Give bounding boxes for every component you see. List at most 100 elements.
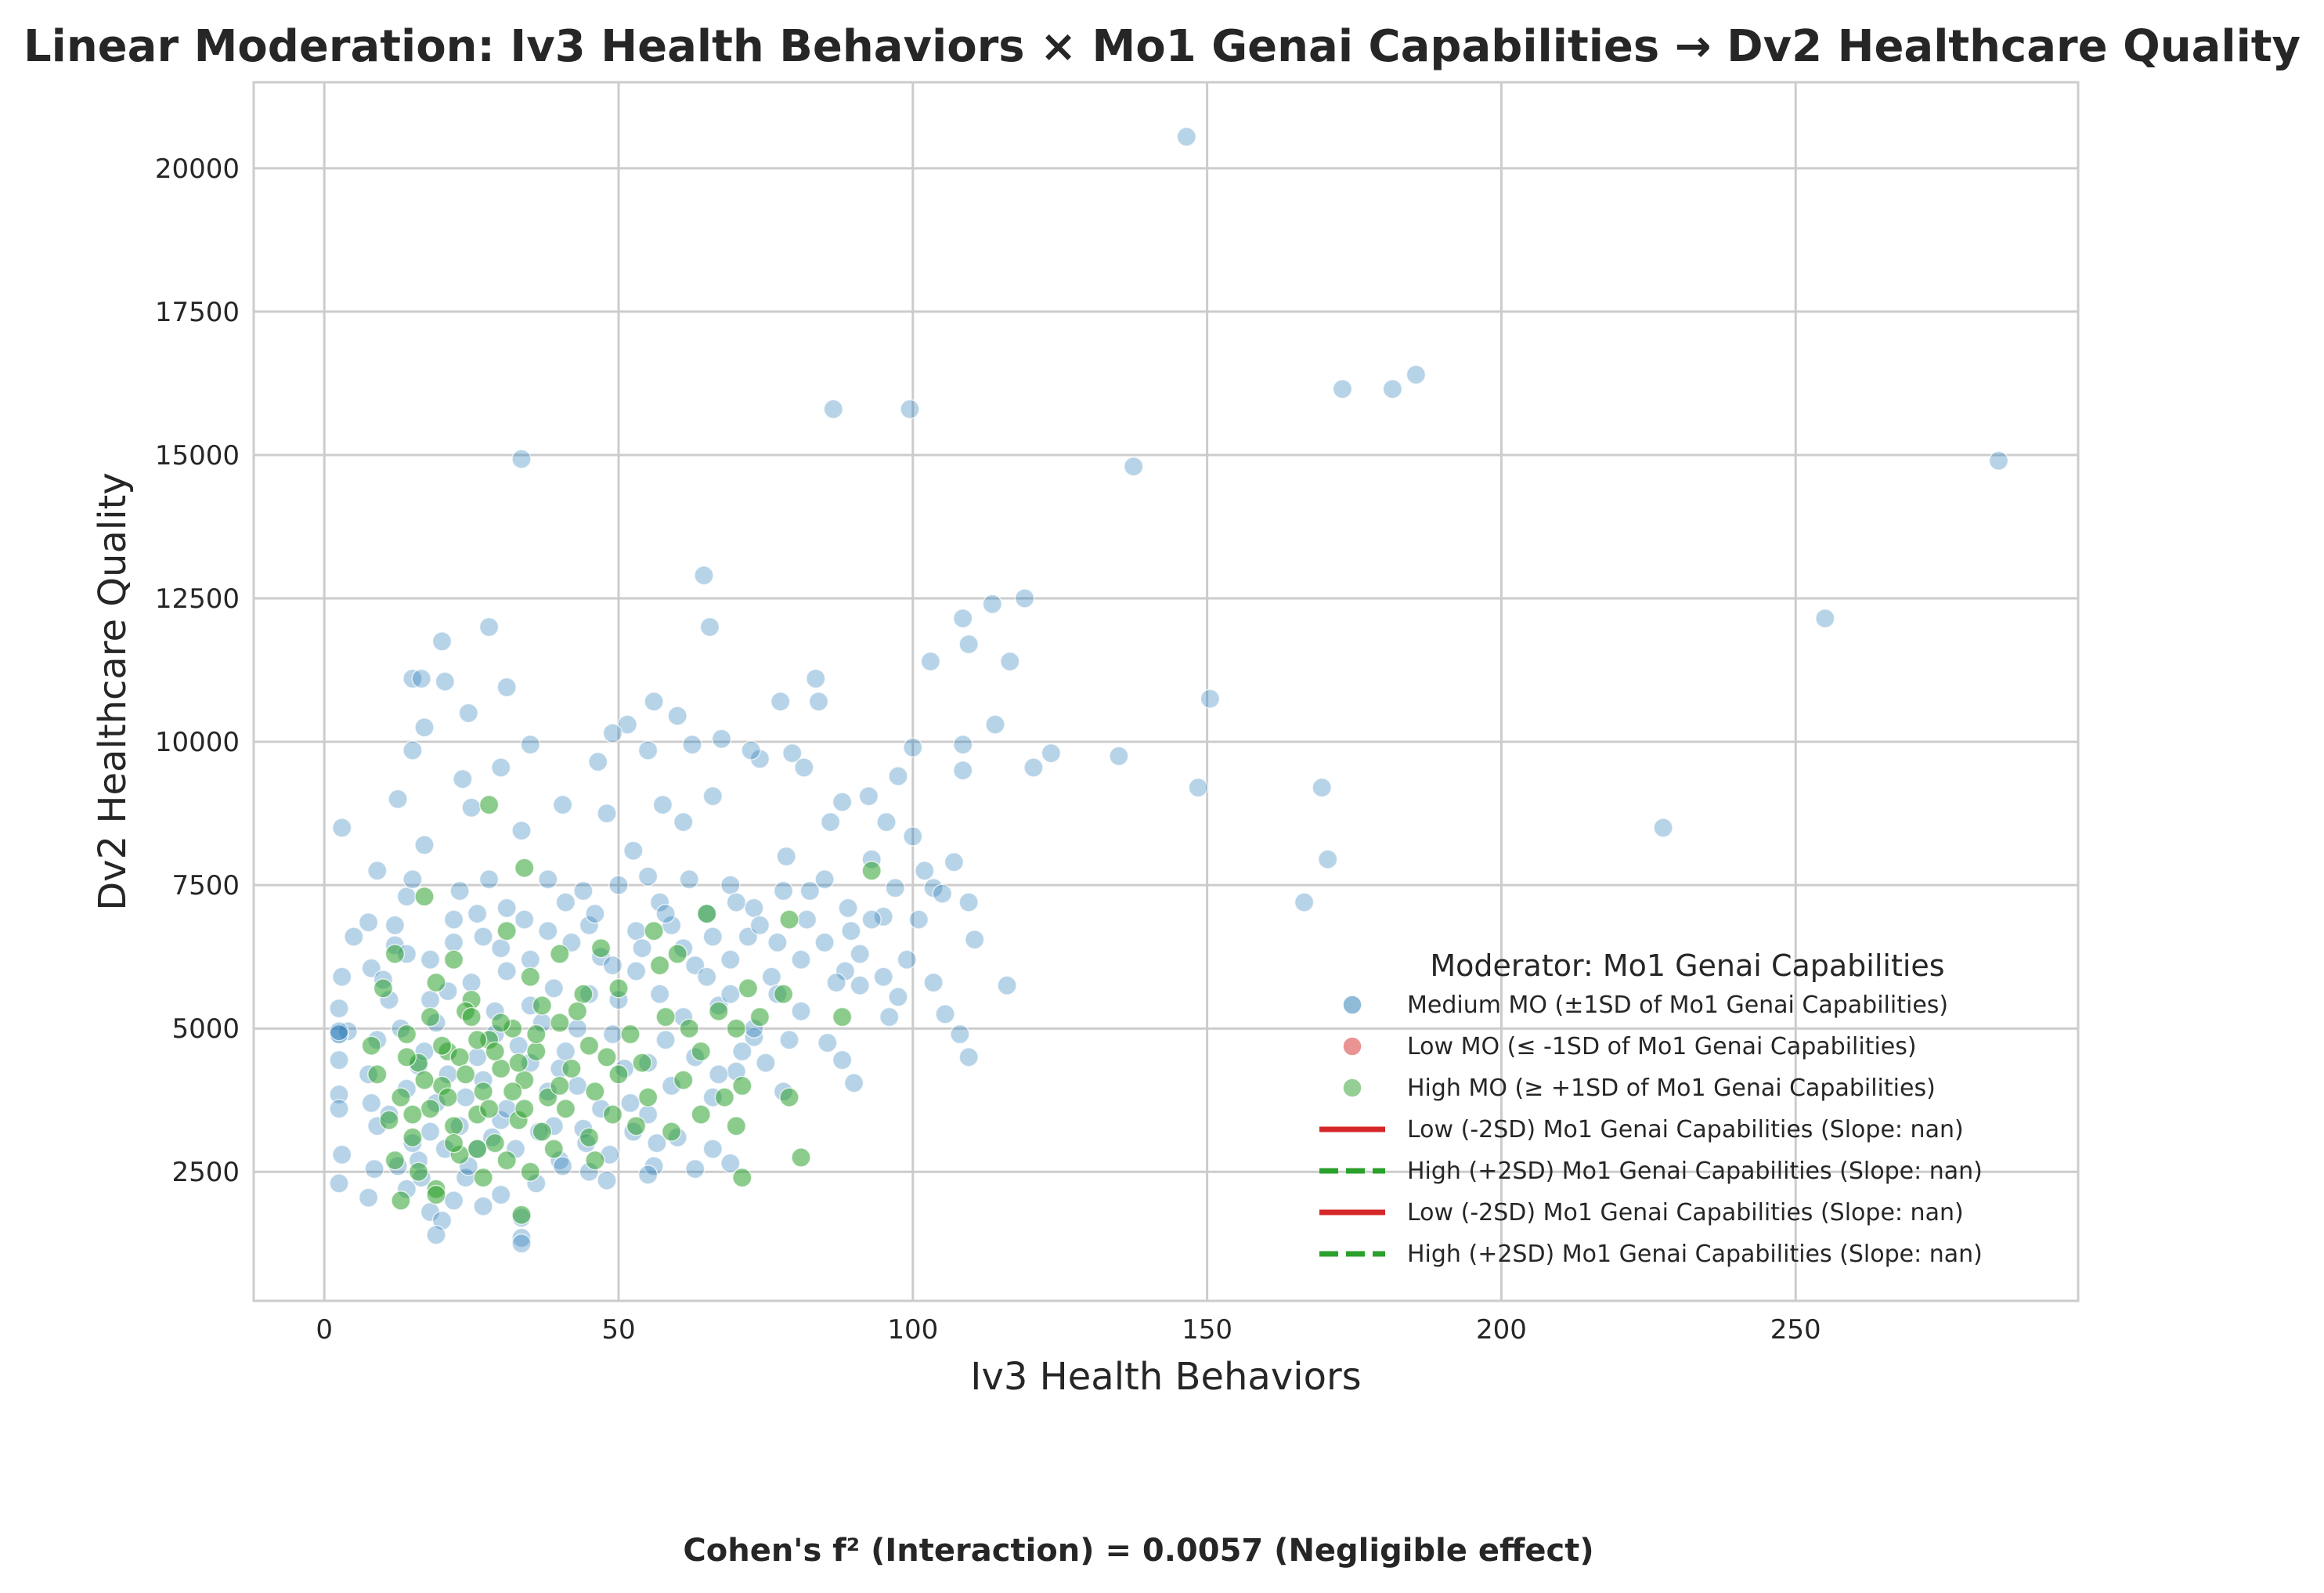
data-point	[543, 1139, 565, 1159]
data-point	[511, 449, 532, 469]
data-point	[543, 978, 565, 999]
data-point	[552, 794, 573, 815]
data-point	[514, 909, 535, 930]
data-point	[655, 1006, 676, 1028]
data-point	[443, 1115, 464, 1136]
data-point	[626, 961, 647, 981]
data-point	[567, 1001, 588, 1021]
data-point	[637, 866, 659, 887]
data-point	[532, 1122, 553, 1142]
data-point	[467, 1139, 488, 1159]
data-point	[791, 1147, 811, 1168]
data-point	[720, 984, 741, 1005]
data-point	[879, 1006, 900, 1028]
data-point	[649, 984, 670, 1005]
data-point	[361, 1035, 382, 1056]
data-point	[391, 1087, 411, 1107]
data-point	[329, 1049, 349, 1071]
data-point	[637, 1165, 659, 1185]
data-point	[773, 880, 794, 901]
data-point	[841, 920, 861, 941]
data-point	[478, 869, 500, 890]
data-point	[384, 944, 406, 964]
x-tick-label: 200	[1476, 1314, 1527, 1346]
data-point	[861, 909, 882, 930]
data-point	[367, 1064, 388, 1085]
data-point	[485, 1041, 505, 1062]
data-point	[699, 616, 720, 638]
data-point	[997, 975, 1017, 996]
data-point	[420, 989, 441, 1010]
data-point	[511, 1234, 532, 1254]
data-point	[467, 1047, 488, 1067]
data-point	[794, 757, 814, 778]
grid	[254, 82, 2078, 1301]
data-point	[817, 1032, 838, 1053]
data-point	[1109, 746, 1129, 767]
data-point	[435, 671, 456, 692]
data-point	[696, 966, 717, 988]
data-point	[861, 861, 882, 881]
data-point	[935, 1004, 955, 1024]
data-point	[950, 1024, 970, 1045]
data-point	[496, 677, 517, 698]
data-point	[915, 861, 935, 881]
data-point	[461, 972, 482, 993]
data-point	[496, 1150, 517, 1171]
data-point	[702, 1139, 724, 1159]
data-point	[985, 714, 1005, 735]
data-point	[532, 995, 553, 1016]
y-axis-label: Dv2 Healthcare Quality	[91, 472, 135, 911]
data-point	[561, 1058, 582, 1079]
data-point	[414, 835, 435, 855]
data-point	[520, 966, 541, 988]
data-point	[379, 1110, 399, 1131]
data-point	[438, 1087, 458, 1107]
data-point	[585, 903, 605, 924]
data-point	[384, 1150, 406, 1171]
data-point	[1294, 892, 1315, 912]
data-point	[796, 909, 817, 930]
chart-title: Linear Moderation: Iv3 Health Behaviors …	[23, 21, 2301, 72]
legend-entry-label: High MO (≥ +1SD of Mo1 Genai Capabilitie…	[1407, 1075, 1936, 1102]
data-point	[702, 927, 724, 947]
data-point	[1200, 688, 1221, 709]
data-point	[714, 1087, 735, 1107]
data-point	[331, 818, 352, 838]
data-point	[644, 920, 664, 941]
data-point	[620, 1024, 641, 1045]
data-point	[667, 706, 687, 726]
data-point	[511, 1205, 532, 1225]
data-point	[496, 898, 517, 919]
data-point	[749, 915, 770, 936]
data-point	[511, 820, 532, 841]
data-point	[767, 932, 788, 953]
data-point	[402, 869, 423, 890]
data-point	[331, 966, 352, 988]
data-point	[579, 1035, 600, 1056]
data-point	[1988, 450, 2009, 471]
data-point	[567, 1075, 588, 1096]
data-point	[888, 987, 908, 1007]
data-point	[726, 1018, 747, 1039]
data-point	[511, 1227, 532, 1248]
data-point	[761, 966, 782, 988]
x-axis-label: Iv3 Health Behaviors	[970, 1355, 1361, 1399]
data-point	[1123, 456, 1144, 477]
data-point	[420, 949, 441, 970]
data-point	[709, 1064, 729, 1085]
data-point	[508, 1035, 529, 1056]
data-point	[396, 887, 417, 907]
data-point	[473, 1167, 493, 1188]
data-point	[1406, 364, 1427, 385]
data-point	[647, 1132, 667, 1154]
data-point	[550, 944, 570, 964]
data-point	[431, 631, 453, 652]
data-point	[361, 1093, 382, 1114]
data-point	[873, 906, 893, 927]
data-point	[626, 920, 647, 941]
legend-entry-label: High (+2SD) Mo1 Genai Capabilities (Slop…	[1407, 1158, 1983, 1185]
data-point	[555, 1041, 576, 1062]
data-point	[391, 1190, 411, 1211]
y-tick-label: 10000	[155, 727, 240, 758]
